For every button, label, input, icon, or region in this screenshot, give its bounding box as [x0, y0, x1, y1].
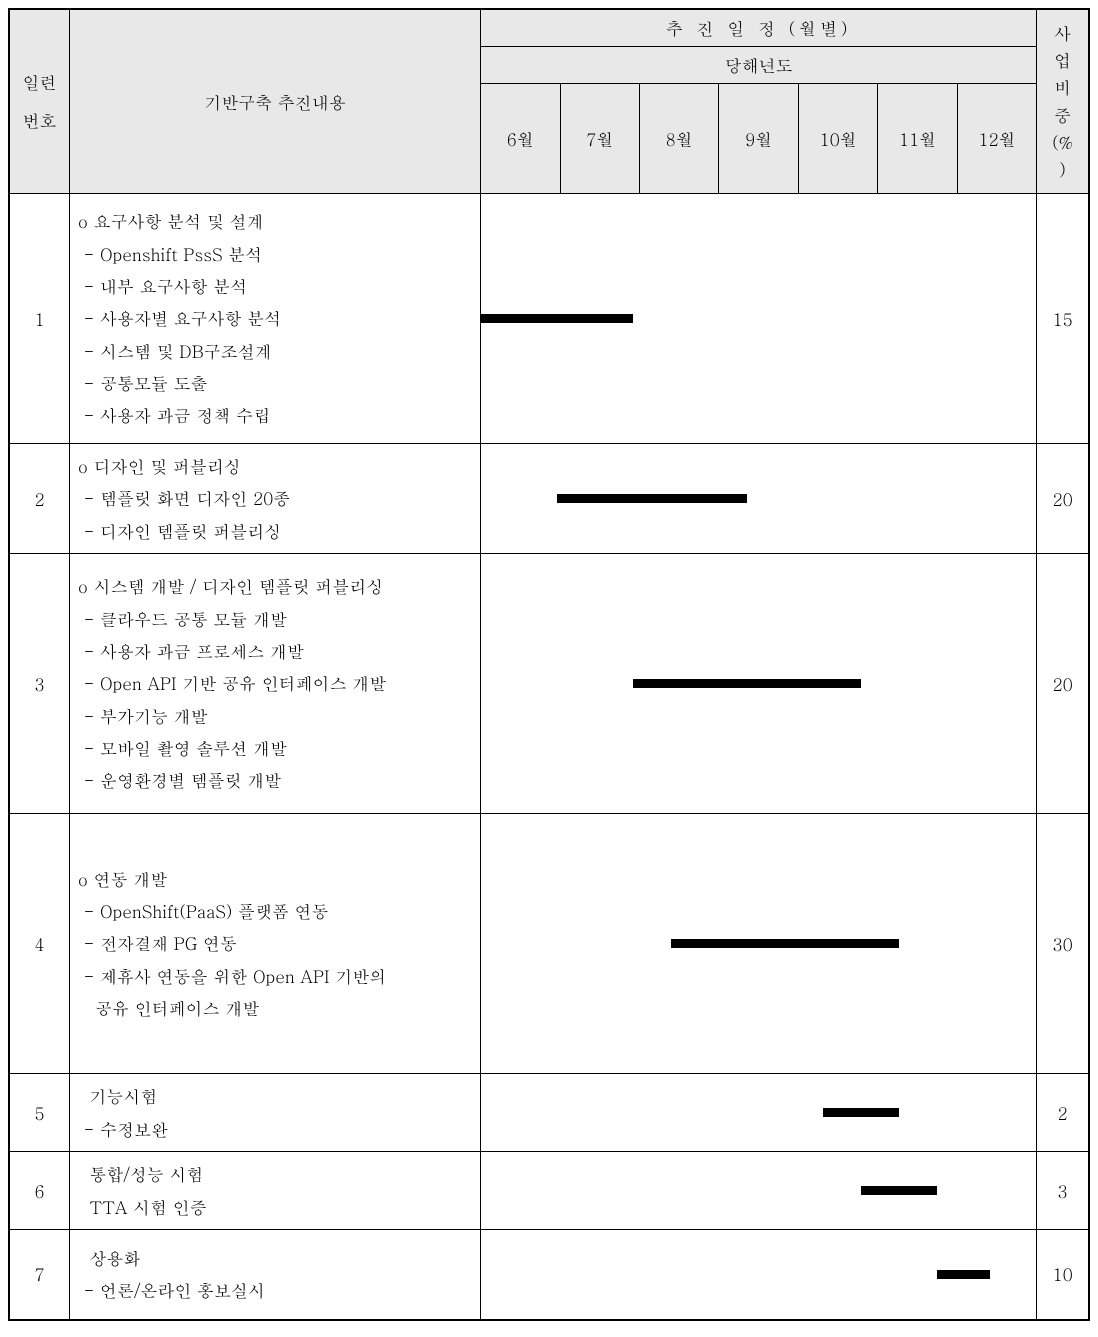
- row-weight: 20: [1037, 554, 1089, 814]
- content-line: - 전자결재 PG 연동: [78, 927, 476, 959]
- gantt-bar: [671, 939, 899, 948]
- header-month-8: 8월: [640, 84, 719, 194]
- gantt-bar: [633, 679, 861, 688]
- row-number: 1: [9, 194, 70, 444]
- row-number: 4: [9, 814, 70, 1074]
- content-line: 상용화: [78, 1242, 476, 1274]
- header-serial-line2: 번호: [23, 108, 57, 132]
- header-schedule: 추 진 일 정 (월별): [481, 9, 1037, 47]
- content-line: o 요구사항 분석 및 설계: [78, 205, 476, 237]
- header-month-7: 7월: [560, 84, 639, 194]
- content-line: - 템플릿 화면 디자인 20종: [78, 482, 476, 514]
- content-line: o 시스템 개발 / 디자인 템플릿 퍼블리싱: [78, 570, 476, 602]
- content-line: - 디자인 템플릿 퍼블리싱: [78, 515, 476, 547]
- content-line: 기능시험: [78, 1080, 476, 1112]
- header-month-6: 6월: [481, 84, 560, 194]
- content-line: - 사용자 과금 프로세스 개발: [78, 635, 476, 667]
- content-line: - 부가기능 개발: [78, 700, 476, 732]
- content-line: - 시스템 및 DB구조설계: [78, 335, 476, 367]
- content-line: o 연동 개발: [78, 863, 476, 895]
- header-serial-line1: 일련: [23, 70, 57, 94]
- content-line: TTA 시험 인증: [78, 1191, 476, 1223]
- row-number: 5: [9, 1074, 70, 1152]
- schedule-table: 일련 번호 기반구축 추진내용 추 진 일 정 (월별) 사 업 비 중 (% …: [8, 8, 1090, 1321]
- content-line: - 언론/온라인 홍보실시: [78, 1274, 476, 1306]
- gantt-bar: [861, 1186, 937, 1195]
- header-year: 당해년도: [481, 47, 1037, 84]
- row-content: 통합/성능 시험 TTA 시험 인증: [70, 1152, 481, 1230]
- gantt-bar: [823, 1108, 899, 1117]
- table-row: 7 상용화 - 언론/온라인 홍보실시 10: [9, 1230, 1089, 1320]
- table-body: 1o 요구사항 분석 및 설계 - Openshift PssS 분석 - 내부…: [9, 194, 1089, 1320]
- table-row: 3o 시스템 개발 / 디자인 템플릿 퍼블리싱 - 클라우드 공통 모듈 개발…: [9, 554, 1089, 814]
- header-weight: 사 업 비 중 (% ): [1037, 9, 1089, 194]
- gantt-bar: [557, 494, 747, 503]
- row-weight: 10: [1037, 1230, 1089, 1320]
- row-content: o 시스템 개발 / 디자인 템플릿 퍼블리싱 - 클라우드 공통 모듈 개발 …: [70, 554, 481, 814]
- content-line: - 클라우드 공통 모듈 개발: [78, 603, 476, 635]
- gantt-cell: [481, 1152, 1037, 1230]
- gantt-bar: [937, 1270, 990, 1279]
- content-line: 통합/성능 시험: [78, 1158, 476, 1190]
- content-line: o 디자인 및 퍼블리싱: [78, 450, 476, 482]
- row-content: 기능시험 - 수정보완: [70, 1074, 481, 1152]
- content-line: - 모바일 촬영 솔루션 개발: [78, 732, 476, 764]
- row-content: o 연동 개발 - OpenShift(PaaS) 플랫폼 연동 - 전자결재 …: [70, 814, 481, 1074]
- row-number: 7: [9, 1230, 70, 1320]
- header-serial: 일련 번호: [9, 9, 70, 194]
- table-row: 2o 디자인 및 퍼블리싱 - 템플릿 화면 디자인 20종 - 디자인 템플릿…: [9, 444, 1089, 554]
- gantt-cell: [481, 194, 1037, 444]
- row-number: 6: [9, 1152, 70, 1230]
- row-number: 2: [9, 444, 70, 554]
- header-month-12: 12월: [957, 84, 1036, 194]
- header-month-11: 11월: [878, 84, 957, 194]
- content-line: - Openshift PssS 분석: [78, 238, 476, 270]
- content-line: - Open API 기반 공유 인터페이스 개발: [78, 667, 476, 699]
- row-weight: 3: [1037, 1152, 1089, 1230]
- content-line: [78, 830, 476, 862]
- row-weight: 15: [1037, 194, 1089, 444]
- gantt-bar: [481, 314, 633, 323]
- row-weight: 2: [1037, 1074, 1089, 1152]
- table-row: 4 o 연동 개발 - OpenShift(PaaS) 플랫폼 연동 - 전자결…: [9, 814, 1089, 1074]
- content-line: [78, 1024, 476, 1056]
- content-line: - OpenShift(PaaS) 플랫폼 연동: [78, 895, 476, 927]
- header-month-10: 10월: [798, 84, 877, 194]
- row-content: 상용화 - 언론/온라인 홍보실시: [70, 1230, 481, 1320]
- header-content: 기반구축 추진내용: [70, 9, 481, 194]
- row-weight: 20: [1037, 444, 1089, 554]
- header-month-9: 9월: [719, 84, 798, 194]
- content-line: - 사용자별 요구사항 분석: [78, 302, 476, 334]
- table-row: 1o 요구사항 분석 및 설계 - Openshift PssS 분석 - 내부…: [9, 194, 1089, 444]
- gantt-cell: [481, 814, 1037, 1074]
- content-line: - 운영환경별 템플릿 개발: [78, 764, 476, 796]
- content-line: - 내부 요구사항 분석: [78, 270, 476, 302]
- gantt-cell: [481, 554, 1037, 814]
- row-weight: 30: [1037, 814, 1089, 1074]
- row-number: 3: [9, 554, 70, 814]
- gantt-cell: [481, 1074, 1037, 1152]
- content-line: - 수정보완: [78, 1113, 476, 1145]
- gantt-cell: [481, 1230, 1037, 1320]
- content-line: 공유 인터페이스 개발: [78, 992, 476, 1024]
- row-content: o 디자인 및 퍼블리싱 - 템플릿 화면 디자인 20종 - 디자인 템플릿 …: [70, 444, 481, 554]
- table-row: 6 통합/성능 시험 TTA 시험 인증 3: [9, 1152, 1089, 1230]
- gantt-cell: [481, 444, 1037, 554]
- content-line: - 사용자 과금 정책 수립: [78, 399, 476, 431]
- row-content: o 요구사항 분석 및 설계 - Openshift PssS 분석 - 내부 …: [70, 194, 481, 444]
- table-row: 5 기능시험 - 수정보완 2: [9, 1074, 1089, 1152]
- content-line: - 제휴사 연동을 위한 Open API 기반의: [78, 960, 476, 992]
- content-line: - 공통모듈 도출: [78, 367, 476, 399]
